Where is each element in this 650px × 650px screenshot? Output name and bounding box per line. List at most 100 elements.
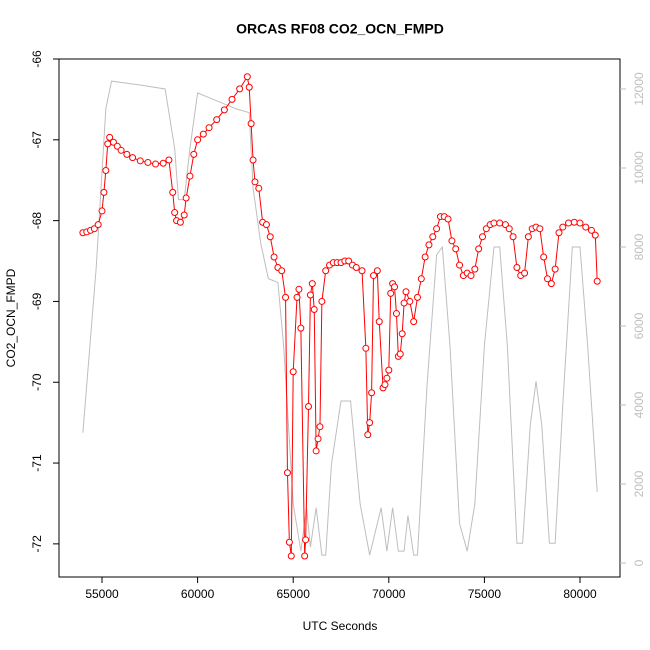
point [555, 229, 563, 237]
y2-tick-label: 2000 [632, 470, 646, 497]
point [262, 221, 270, 229]
point [310, 306, 318, 314]
point [293, 293, 301, 301]
point [406, 297, 414, 305]
y-tick-label: -69 [30, 292, 44, 310]
point [565, 219, 573, 227]
point [448, 237, 456, 245]
x-tick-label: 65000 [277, 587, 311, 601]
point [176, 218, 184, 226]
point [383, 374, 391, 382]
point [182, 194, 190, 202]
plot-frame [58, 58, 621, 578]
x-tick-label: 55000 [85, 587, 119, 601]
point [559, 223, 567, 231]
y-tick-label: -72 [30, 535, 44, 553]
point [387, 289, 395, 297]
point [129, 154, 137, 162]
point [180, 211, 188, 219]
point [220, 106, 228, 114]
point [285, 538, 293, 546]
y-tick-label: -71 [30, 454, 44, 472]
point [306, 291, 314, 299]
x-tick-label: 60000 [181, 587, 215, 601]
point [322, 267, 330, 275]
point [433, 225, 441, 233]
point [312, 447, 320, 455]
point [314, 435, 322, 443]
point [471, 265, 479, 273]
point [398, 330, 406, 338]
point [551, 265, 559, 273]
point [266, 233, 274, 241]
point [289, 368, 297, 376]
point [136, 157, 144, 165]
point [117, 146, 125, 154]
point [165, 156, 173, 164]
x-tick-label: 80000 [563, 587, 597, 601]
chart-title: ORCAS RF08 CO2_OCN_FMPD [236, 21, 444, 37]
point [98, 207, 106, 215]
point [410, 318, 418, 326]
x-tick-label: 75000 [468, 587, 502, 601]
point [536, 225, 544, 233]
point [236, 85, 244, 93]
point [194, 136, 202, 144]
point [364, 431, 372, 439]
point [270, 253, 278, 261]
point [251, 178, 259, 186]
y2-tick-label: 4000 [632, 391, 646, 418]
point [429, 233, 437, 241]
point [243, 73, 251, 81]
point [413, 293, 421, 301]
point [247, 120, 255, 128]
series-line [82, 80, 598, 556]
y2-tick-label: 8000 [632, 233, 646, 260]
point [540, 253, 548, 261]
point [425, 241, 433, 249]
point [524, 233, 532, 241]
point [421, 253, 429, 261]
point [543, 275, 551, 283]
point [478, 233, 486, 241]
point [159, 159, 167, 167]
point [278, 267, 286, 275]
point [490, 219, 498, 227]
point [318, 297, 326, 305]
point [582, 223, 590, 231]
point [373, 267, 381, 275]
point [171, 209, 179, 217]
y-tick-label: -67 [30, 131, 44, 149]
point [392, 310, 400, 318]
point [385, 366, 393, 374]
point [245, 83, 253, 91]
y-tick-label: -70 [30, 373, 44, 391]
point [456, 261, 464, 269]
point [205, 124, 213, 132]
y-tick-label: -66 [30, 50, 44, 68]
point [505, 225, 513, 233]
point [358, 267, 366, 275]
point [400, 299, 408, 307]
point [102, 167, 110, 175]
y2-tick-label: 6000 [632, 312, 646, 339]
point [186, 172, 194, 180]
point [417, 275, 425, 283]
point [106, 133, 114, 141]
point [190, 150, 198, 158]
x-axis-label: UTC Seconds [303, 619, 378, 633]
series-line [82, 75, 598, 557]
point [283, 469, 291, 477]
point [587, 226, 595, 234]
y2-tick-label: 0 [632, 559, 646, 566]
x-tick-label: 70000 [372, 587, 406, 601]
point [402, 288, 410, 296]
point [547, 280, 555, 288]
point [287, 552, 295, 560]
point [144, 158, 152, 166]
point [94, 221, 102, 229]
point [304, 402, 312, 410]
y-axis-label: CO2_OCN_FMPD [4, 268, 18, 367]
